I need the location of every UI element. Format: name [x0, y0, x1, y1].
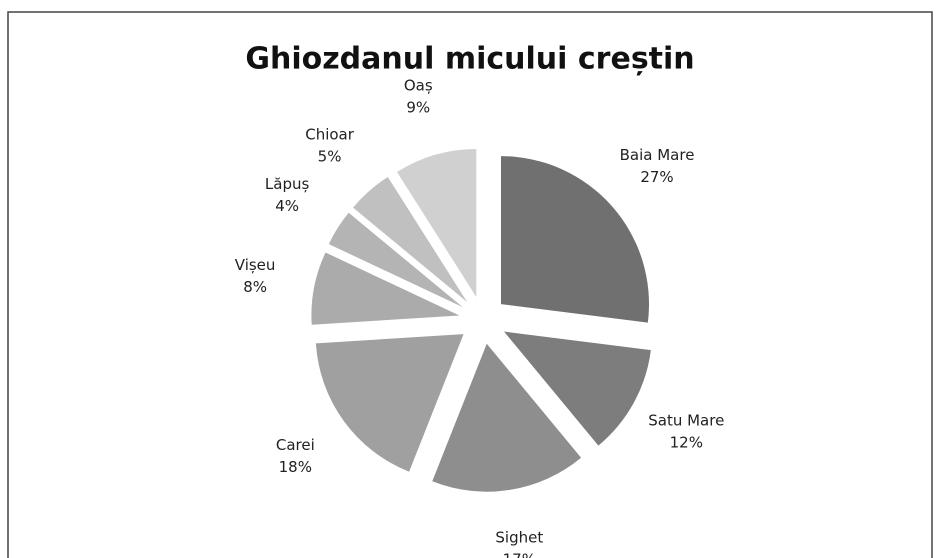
slice-value-label: 5%	[318, 147, 342, 165]
slice-label: Chioar	[305, 125, 355, 143]
slice-label: Baia Mare	[620, 146, 695, 164]
pie-slice	[311, 252, 460, 325]
pie-slice	[328, 212, 463, 308]
pie-slice	[504, 331, 651, 446]
slice-value-label: 12%	[670, 433, 703, 451]
slice-value-label: 4%	[275, 197, 299, 215]
slice-value-label: 27%	[640, 168, 673, 186]
slice-value-label: 17%	[503, 551, 536, 558]
slice-label: Oaș	[404, 77, 433, 95]
slice-label: Vișeu	[235, 256, 276, 274]
slice-value-label: 18%	[279, 458, 312, 476]
chart-title: Ghiozdanul micului creștin	[245, 42, 694, 77]
pie-slice	[501, 156, 650, 323]
slice-label: Lăpuș	[265, 175, 310, 193]
slice-label: Sighet	[495, 529, 543, 547]
pie-slice	[432, 343, 582, 492]
slice-value-label: 8%	[243, 278, 267, 296]
slice-value-label: 9%	[406, 99, 430, 117]
slice-label: Satu Mare	[648, 411, 724, 429]
slice-label: Carei	[276, 436, 315, 454]
pie-slice	[315, 334, 464, 472]
pie-slice	[353, 177, 468, 302]
pie-slice	[397, 148, 477, 297]
